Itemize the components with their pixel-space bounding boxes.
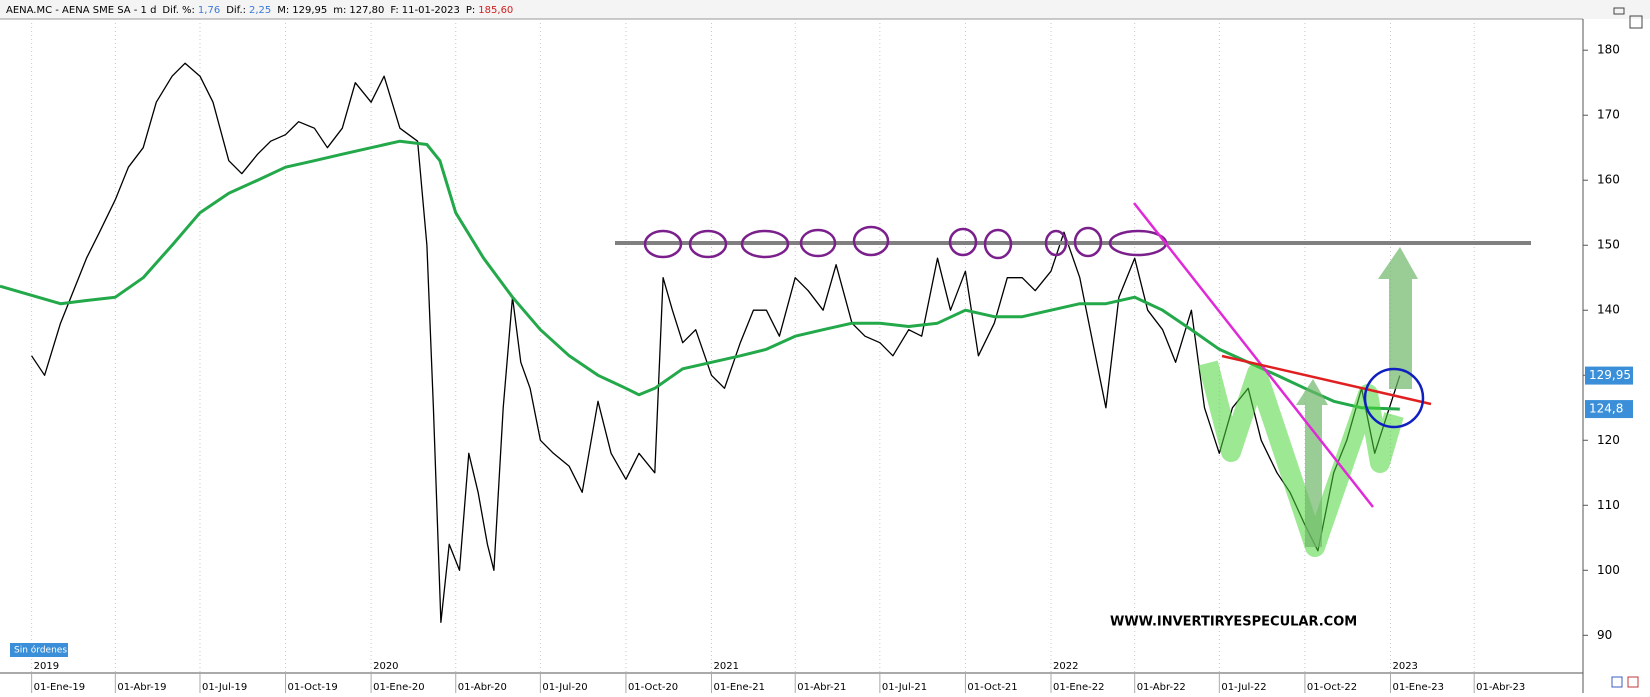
x-tick-label: 01-Ene-20 xyxy=(373,682,424,693)
header-item: Dif. %: xyxy=(162,5,195,16)
button[interactable] xyxy=(1627,676,1639,688)
y-tick-label: 120 xyxy=(1597,433,1620,447)
y-tick-label: 160 xyxy=(1597,173,1620,187)
series-line xyxy=(0,139,1400,411)
header-text: AENA.MC - AENA SME SA - 1 d Dif. %: 1,76 Di… xyxy=(6,5,513,16)
x-tick-label: 01-Ene-22 xyxy=(1053,682,1104,693)
x-tick-label: 01-Jul-20 xyxy=(542,682,587,693)
price-label-box xyxy=(1585,366,1633,385)
window-controls[interactable] xyxy=(1611,7,1643,688)
year-label: 2021 xyxy=(714,661,739,672)
circle xyxy=(1044,229,1068,257)
header-item: Dif.: xyxy=(226,5,246,16)
header-item: F: xyxy=(390,5,398,16)
year-label: 2020 xyxy=(373,661,398,672)
button[interactable] xyxy=(1629,15,1643,29)
y-tick-label: 140 xyxy=(1597,303,1620,317)
header-item: m: xyxy=(333,5,346,16)
header-item: 2,25 xyxy=(249,5,271,16)
x-tick-label: 01-Oct-21 xyxy=(967,682,1017,693)
annotations xyxy=(615,202,1531,557)
header-item: 11-01-2023 xyxy=(402,5,460,16)
x-tick-label: 01-Oct-19 xyxy=(288,682,338,693)
y-tick-label: 110 xyxy=(1597,498,1620,512)
x-tick-label: 01-Abr-19 xyxy=(117,682,166,693)
status-badge xyxy=(10,643,68,657)
button[interactable] xyxy=(1611,676,1623,688)
series-line xyxy=(31,62,1401,623)
price-label-box xyxy=(1585,400,1633,419)
price-label: 129,95 xyxy=(1589,368,1631,382)
arrow-head xyxy=(1296,379,1328,405)
header-item: 129,95 xyxy=(292,5,327,16)
circle xyxy=(1073,226,1103,258)
plot-area xyxy=(0,19,1475,673)
circle xyxy=(852,225,890,257)
arrow-shaft xyxy=(1389,279,1412,389)
header-item: 127,80 xyxy=(349,5,384,16)
circle xyxy=(688,229,728,259)
circle xyxy=(740,229,790,259)
circle xyxy=(643,229,683,259)
year-label: 2022 xyxy=(1053,661,1078,672)
arrow-head xyxy=(1378,247,1418,279)
x-tick-label: 01-Ene-23 xyxy=(1392,682,1443,693)
status-text: Sin órdenes xyxy=(14,645,67,656)
header-item: 185,60 xyxy=(478,5,513,16)
y-tick-label: 90 xyxy=(1597,628,1612,642)
x-tick-label: 01-Oct-20 xyxy=(628,682,678,693)
circle xyxy=(983,228,1013,260)
breakout-circle xyxy=(1363,367,1425,429)
circle xyxy=(799,228,837,258)
x-tick-label: 01-Jul-21 xyxy=(882,682,927,693)
header-item: M: xyxy=(277,5,289,16)
circle xyxy=(948,227,978,257)
downtrend-line xyxy=(1133,202,1374,508)
x-tick-label: 01-Abr-23 xyxy=(1476,682,1525,693)
x-tick-label: 01-Abr-22 xyxy=(1137,682,1186,693)
target-arrows xyxy=(1296,247,1418,547)
x-tick-label: 01-Jul-19 xyxy=(202,682,247,693)
y-tick-label: 170 xyxy=(1597,108,1620,122)
x-tick-label: 01-Oct-22 xyxy=(1307,682,1357,693)
header-item: P: xyxy=(466,5,475,16)
button[interactable] xyxy=(1613,7,1625,15)
y-tick-label: 100 xyxy=(1597,563,1620,577)
x-tick-label: 01-Ene-21 xyxy=(714,682,765,693)
header-item: 1,76 xyxy=(198,5,220,16)
watermark: WWW.INVERTIRYESPECULAR.COM xyxy=(1110,615,1357,630)
x-tick-label: 01-Abr-21 xyxy=(797,682,846,693)
breakout-line xyxy=(1221,354,1432,406)
x-tick-label: 01-Jul-22 xyxy=(1221,682,1266,693)
y-tick-label: 180 xyxy=(1597,43,1620,57)
year-label: 2019 xyxy=(34,661,59,672)
arrow-shaft xyxy=(1305,405,1322,547)
y-tick-label: 150 xyxy=(1597,238,1620,252)
year-label: 2023 xyxy=(1392,661,1417,672)
x-tick-label: 01-Abr-20 xyxy=(458,682,507,693)
x-tick-label: 01-Ene-19 xyxy=(34,682,85,693)
header-item: AENA.MC - AENA SME SA - 1 d xyxy=(6,5,156,16)
price-label: 124,8 xyxy=(1589,402,1623,416)
header-bar xyxy=(0,0,1650,19)
